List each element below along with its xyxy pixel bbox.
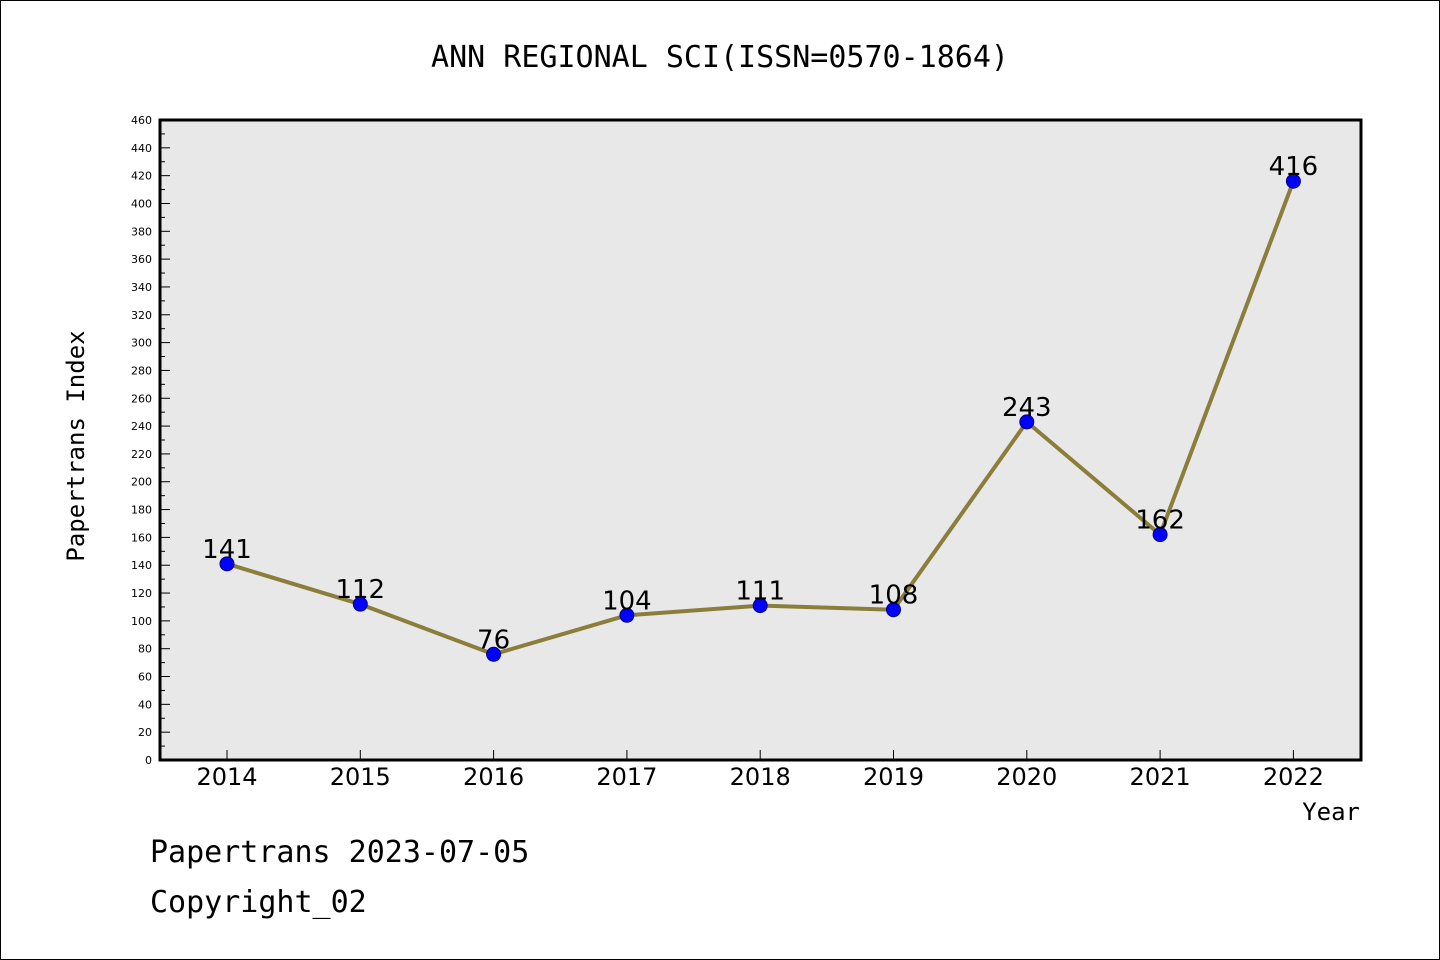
data-point [486, 646, 502, 662]
y-tick-label: 220 [131, 448, 152, 461]
data-point [1019, 414, 1035, 430]
footer-copyright-line: Copyright_02 [150, 885, 367, 920]
x-tick-label: 2022 [1263, 763, 1324, 791]
y-tick-label: 300 [131, 337, 152, 350]
y-tick-label: 340 [131, 281, 152, 294]
data-label: 162 [1135, 506, 1185, 536]
y-axis-label: Papertrans Index [62, 330, 90, 561]
data-label: 108 [869, 581, 919, 611]
data-label: 112 [335, 575, 385, 605]
footer-date-line: Papertrans 2023-07-05 [150, 835, 530, 870]
y-tick-label: 100 [131, 615, 152, 628]
data-label: 243 [1002, 393, 1052, 423]
x-axis-label: Year [1302, 798, 1360, 826]
data-label: 104 [602, 586, 652, 616]
plot-area: 0 20 40 60 80 100 120 140 160 180 200 220 240 260 280 3… [131, 114, 1363, 791]
y-tick-label: 80 [138, 643, 152, 656]
x-tick-label: 2016 [463, 763, 524, 791]
data-label: 416 [1269, 152, 1319, 182]
x-tick-label: 2019 [863, 763, 924, 791]
data-label: 141 [202, 535, 252, 565]
data-point [219, 556, 235, 572]
data-label: 76 [477, 625, 510, 655]
data-label: 111 [735, 577, 785, 607]
y-tick-label: 280 [131, 364, 152, 377]
data-point [752, 598, 768, 614]
data-point [886, 602, 901, 618]
y-tick-label: 260 [131, 392, 152, 405]
y-tick-label: 380 [131, 225, 152, 238]
y-tick-label: 200 [131, 476, 152, 489]
x-tick-label: 2015 [330, 763, 391, 791]
y-tick-label: 420 [131, 170, 152, 183]
y-tick-label: 240 [131, 420, 152, 433]
x-tick-label: 2017 [596, 763, 657, 791]
y-tick-label: 460 [131, 114, 152, 127]
y-tick-label: 360 [131, 253, 152, 266]
x-tick-label: 2018 [730, 763, 791, 791]
y-tick-label: 400 [131, 197, 152, 210]
x-tick-label: 2014 [196, 763, 257, 791]
y-tick-label: 20 [138, 726, 152, 739]
data-point [352, 596, 368, 612]
y-tick-label: 60 [138, 671, 152, 684]
plot-border [158, 118, 1363, 762]
y-tick-label: 180 [131, 504, 152, 517]
y-tick-label: 440 [131, 142, 152, 155]
y-tick-label: 40 [138, 698, 152, 711]
data-point [1285, 173, 1301, 189]
chart-title: ANN REGIONAL SCI(ISSN=0570-1864) [431, 40, 1009, 75]
y-tick-label: 160 [131, 531, 152, 544]
x-tick-label: 2020 [996, 763, 1057, 791]
y-tick-label: 140 [131, 559, 152, 572]
y-tick-label: 320 [131, 309, 152, 322]
data-point [619, 607, 635, 623]
x-tick-label: 2021 [1130, 763, 1191, 791]
plot-background [160, 120, 1361, 760]
y-tick-label: 0 [145, 754, 152, 767]
y-tick-label: 120 [131, 587, 152, 600]
data-point [1152, 527, 1168, 543]
